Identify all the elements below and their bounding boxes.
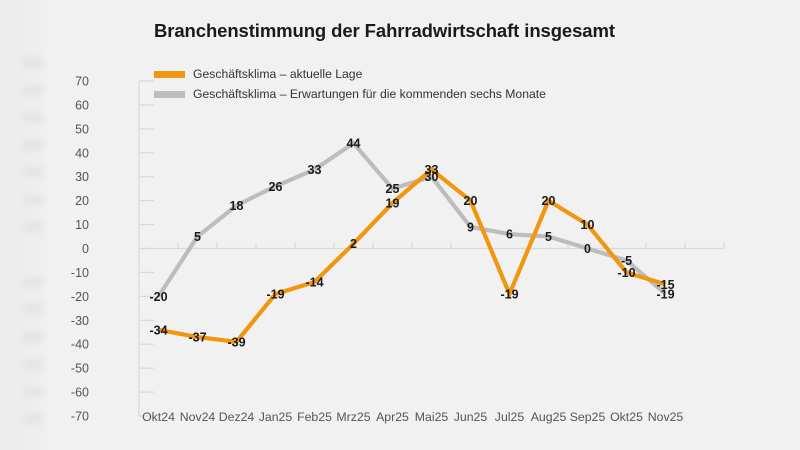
x-tick-label: Jun25: [454, 410, 488, 424]
series-lines: [156, 140, 667, 345]
legend-swatch-orange: [154, 70, 185, 78]
legend-item-aktuelle-lage: Geschäftsklima – aktuelle Lage: [154, 64, 546, 84]
data-label-aktuelle-lage: 33: [425, 163, 439, 177]
data-label-erwartungen: 26: [269, 180, 283, 194]
data-label-aktuelle-lage: -19: [266, 287, 284, 301]
data-label-aktuelle-lage: -19: [500, 287, 518, 301]
x-tick-label: Mrz25: [336, 410, 370, 424]
y-tick-label: -20: [71, 290, 89, 304]
data-label-erwartungen: 25: [386, 182, 400, 196]
data-label-erwartungen: 33: [308, 163, 322, 177]
data-label-erwartungen: 0: [584, 242, 591, 256]
y-tick-label: -40: [71, 338, 89, 352]
data-label-erwartungen: 6: [506, 228, 513, 242]
y-tick-label: 60: [75, 98, 89, 112]
y-tick-label: -10: [71, 266, 89, 280]
series-line-aktuelle-lage: [158, 166, 667, 345]
y-tick-label: 10: [75, 218, 89, 232]
data-label-erwartungen: 5: [194, 230, 201, 244]
legend-label: Geschäftsklima – aktuelle Lage: [193, 67, 363, 81]
y-tick-label: 0: [82, 242, 89, 256]
chart-title: Branchenstimmung der Fahrradwirtschaft i…: [154, 20, 615, 41]
data-label-erwartungen: 44: [347, 137, 361, 151]
data-label-erwartungen: -19: [656, 287, 674, 301]
x-tick-label: Okt25: [610, 410, 643, 424]
data-label-aktuelle-lage: 20: [464, 194, 478, 208]
y-tick-label: 20: [75, 194, 89, 208]
data-label-erwartungen: 9: [467, 220, 474, 234]
y-tick-label: -70: [71, 410, 89, 424]
data-label-erwartungen: -5: [621, 254, 632, 268]
x-tick-label: Nov25: [648, 410, 684, 424]
series-line-erwartungen: [156, 140, 667, 298]
y-tick-label: -60: [71, 386, 89, 400]
data-label-erwartungen: 30: [425, 170, 439, 184]
x-tick-label: Aug25: [531, 410, 567, 424]
y-tick-label: -50: [71, 362, 89, 376]
x-tick-label: Okt24: [142, 410, 175, 424]
data-label-aktuelle-lage: 19: [386, 197, 400, 211]
data-label-aktuelle-lage: -37: [188, 331, 206, 345]
data-label-aktuelle-lage: 20: [542, 194, 556, 208]
data-label-aktuelle-lage: 2: [350, 237, 357, 251]
data-labels: -20 5 18 26 33 44 25 30 9 6 5 0 -5 -19 -34 -37 -39 -19 -14…: [149, 137, 674, 350]
x-tick-label: Mai25: [415, 410, 449, 424]
x-tick-label: Dez24: [219, 410, 255, 424]
x-tick-label: Feb25: [297, 410, 332, 424]
x-tick-label: Jan25: [259, 410, 293, 424]
data-label-erwartungen: 5: [545, 230, 552, 244]
chart-legend: Geschäftsklima – aktuelle Lage Geschäfts…: [154, 64, 546, 104]
data-label-erwartungen: -20: [149, 290, 167, 304]
y-tick-label: 70: [75, 75, 89, 89]
x-tick-label: Apr25: [376, 410, 409, 424]
y-tick-label: 50: [75, 122, 89, 136]
y-tick-label: 30: [75, 170, 89, 184]
data-label-aktuelle-lage: -15: [656, 278, 674, 292]
data-label-aktuelle-lage: 10: [581, 218, 595, 232]
x-tick-label: Nov24: [180, 410, 216, 424]
legend-item-erwartungen: Geschäftsklima – Erwartungen für die kom…: [154, 84, 546, 104]
y-tick-label: 40: [75, 146, 89, 160]
legend-label: Geschäftsklima – Erwartungen für die kom…: [193, 87, 546, 101]
legend-swatch-gray: [154, 90, 185, 98]
data-label-aktuelle-lage: -39: [227, 335, 245, 349]
x-tick-label: Jul25: [495, 410, 525, 424]
x-tick-label: Sep25: [570, 410, 606, 424]
blurred-background-strip: [0, 0, 52, 450]
data-label-aktuelle-lage: -10: [617, 266, 635, 280]
y-tick-label: -30: [71, 314, 89, 328]
data-label-erwartungen: 18: [230, 199, 244, 213]
data-label-aktuelle-lage: -14: [305, 276, 323, 290]
data-label-aktuelle-lage: -34: [149, 323, 167, 337]
